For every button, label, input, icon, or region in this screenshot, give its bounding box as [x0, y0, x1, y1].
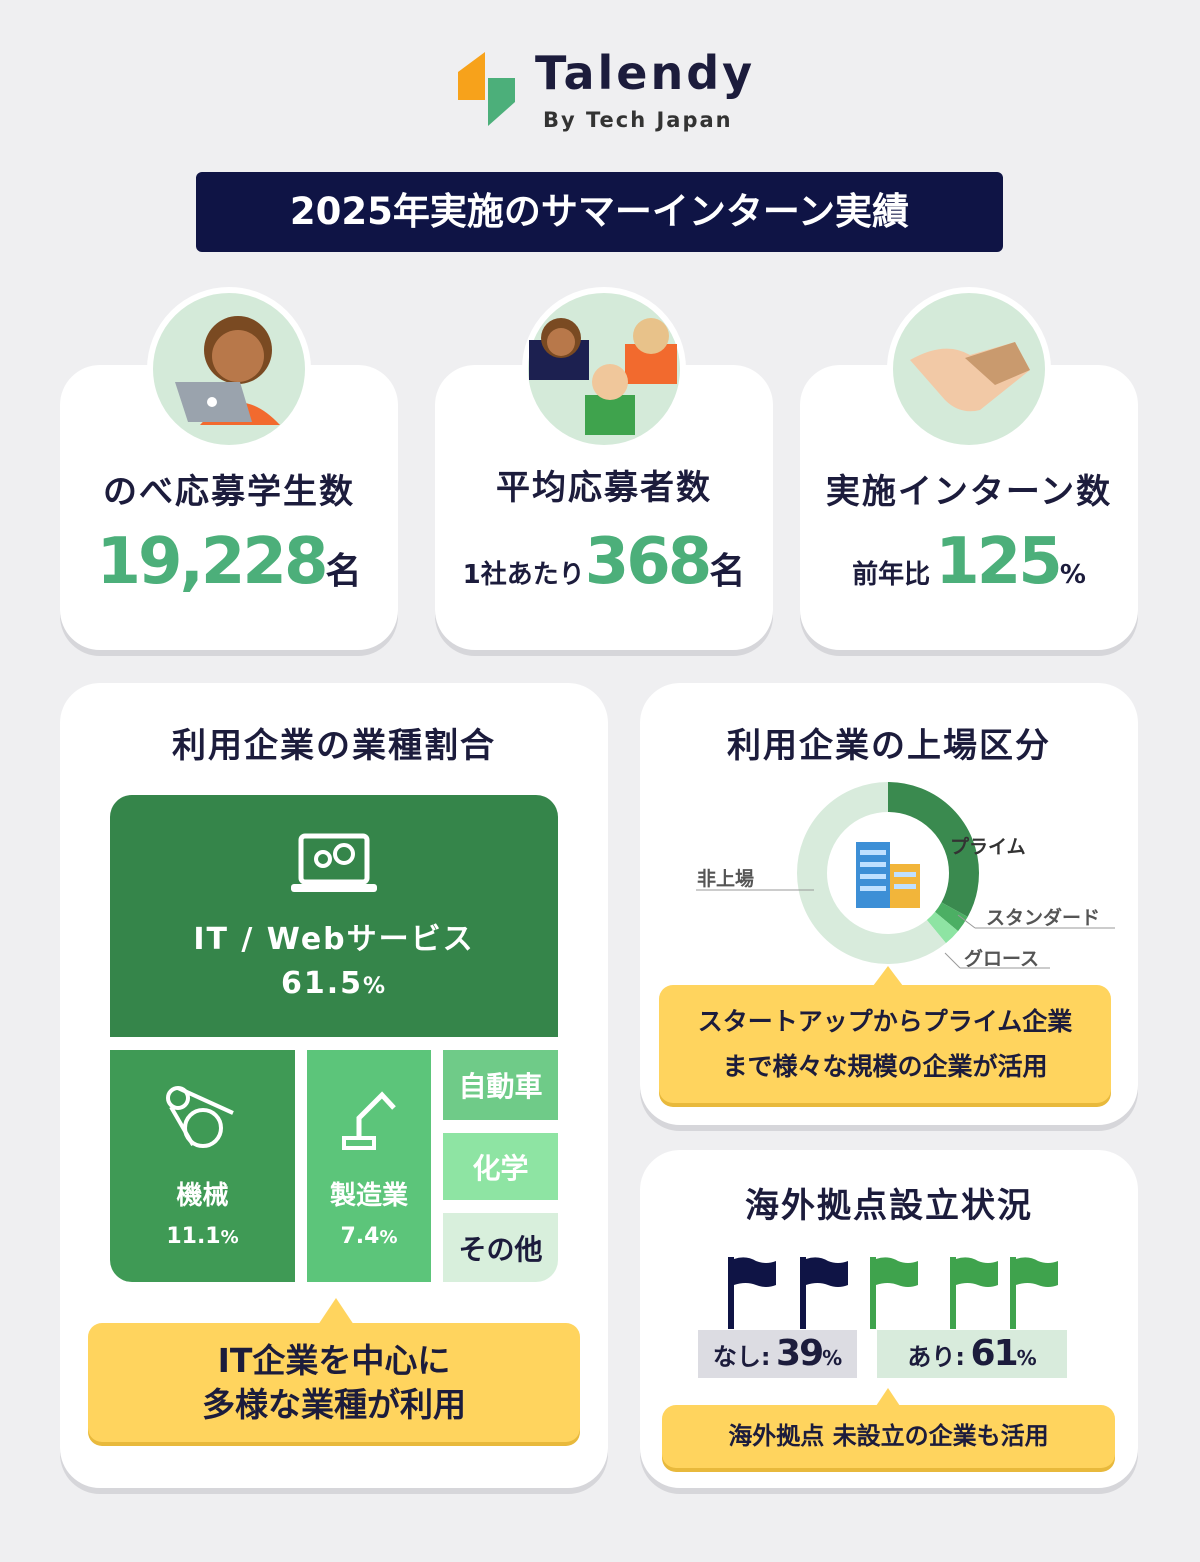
- callout-arrow: [873, 966, 903, 986]
- icon-circle: [147, 287, 311, 451]
- logo-tagline: By Tech Japan: [543, 108, 733, 132]
- logo-icon: [458, 52, 515, 126]
- treemap-tile: 機械 11.1%: [110, 1050, 295, 1282]
- stat-unit: 名: [325, 551, 362, 592]
- card-title: 利用企業の業種割合: [172, 726, 496, 766]
- handshake-icon: [910, 342, 1030, 412]
- callout-line: IT企業を中心に: [217, 1341, 451, 1380]
- laptop-icon: [291, 833, 377, 892]
- callout: スタートアップからプライム企業 まで様々な規模の企業が活用: [659, 985, 1111, 1103]
- callout-line: 多様な業種が利用: [202, 1385, 466, 1424]
- tile-value: 61.5: [280, 965, 363, 1001]
- card-title: 利用企業の上場区分: [727, 726, 1051, 766]
- tile-value: 11.1: [166, 1224, 221, 1249]
- flags: [728, 1257, 1058, 1329]
- tile-name: 自動車: [458, 1070, 543, 1103]
- item-value: 39: [776, 1333, 824, 1374]
- stat-prefix: 前年比: [852, 560, 931, 590]
- item-unit: %: [822, 1346, 843, 1370]
- building-icon: [856, 842, 920, 908]
- donut: [797, 782, 979, 964]
- donut-label: プライム: [950, 836, 1026, 858]
- treemap-tile: 化学: [443, 1133, 558, 1200]
- stat-label: 実施インターン数: [825, 472, 1113, 512]
- overseas-label: あり: 61%: [877, 1330, 1067, 1378]
- tile-unit: %: [379, 1227, 398, 1248]
- people-icon: [529, 318, 677, 435]
- logo-text: Talendy: [535, 46, 756, 100]
- callout-line: まで様々な規模の企業が活用: [722, 1052, 1048, 1081]
- tile-value: 7.4: [340, 1224, 380, 1249]
- donut-label: スタンダード: [986, 907, 1101, 929]
- stat-label: のべ応募学生数: [103, 472, 355, 512]
- item-name: あり:: [907, 1343, 965, 1371]
- tile-name: 製造業: [329, 1181, 408, 1211]
- tile-name: その他: [458, 1232, 543, 1266]
- donut-leaders: [696, 889, 1115, 969]
- item-value: 61: [970, 1333, 1019, 1374]
- treemap-tile: IT / Webサービス 61.5%: [110, 795, 558, 1037]
- item-unit: %: [1016, 1346, 1037, 1370]
- stat-unit: 名: [709, 551, 746, 592]
- treemap-tile: その他: [443, 1213, 558, 1282]
- robot-arm-icon: [342, 1091, 396, 1150]
- treemap-tile: 製造業 7.4%: [307, 1050, 431, 1282]
- stat-unit: %: [1059, 560, 1086, 590]
- donut-label: グロース: [964, 948, 1040, 970]
- overseas-label: なし: 39%: [698, 1330, 857, 1378]
- stat-value: 19,228: [96, 525, 329, 599]
- callout-arrow: [876, 1388, 900, 1406]
- stat-value-row: 前年比 125%: [800, 525, 1138, 599]
- callout-line: スタートアップからプライム企業: [697, 1007, 1073, 1036]
- tile-name: IT / Webサービス: [193, 921, 475, 957]
- stat-value: 125: [935, 525, 1063, 599]
- person-icon: [175, 316, 280, 425]
- main-title: 2025年実施のサマーインターン実績: [196, 172, 1003, 252]
- treemap-tile: 自動車: [443, 1050, 558, 1120]
- tile-unit: %: [362, 973, 388, 999]
- stat-value: 368: [584, 525, 713, 599]
- tile-name: 機械: [176, 1181, 229, 1211]
- stat-label: 平均応募者数: [496, 468, 712, 508]
- stat-value-row: 1社あたり368名: [435, 525, 773, 599]
- stat-value-row: 19,228名: [60, 525, 398, 599]
- callout: 海外拠点 未設立の企業も活用: [662, 1405, 1115, 1468]
- callout: IT企業を中心に 多様な業種が利用: [88, 1323, 580, 1442]
- tile-unit: %: [220, 1227, 239, 1248]
- donut-label: 非上場: [697, 868, 755, 890]
- donut-segment: [797, 782, 979, 964]
- card-title: 海外拠点設立状況: [745, 1186, 1033, 1226]
- stat-prefix: 1社あたり: [462, 560, 585, 590]
- gear-icon: [165, 1086, 234, 1148]
- tile-name: 化学: [472, 1151, 529, 1185]
- callout-arrow: [318, 1298, 354, 1325]
- item-name: なし:: [712, 1343, 771, 1371]
